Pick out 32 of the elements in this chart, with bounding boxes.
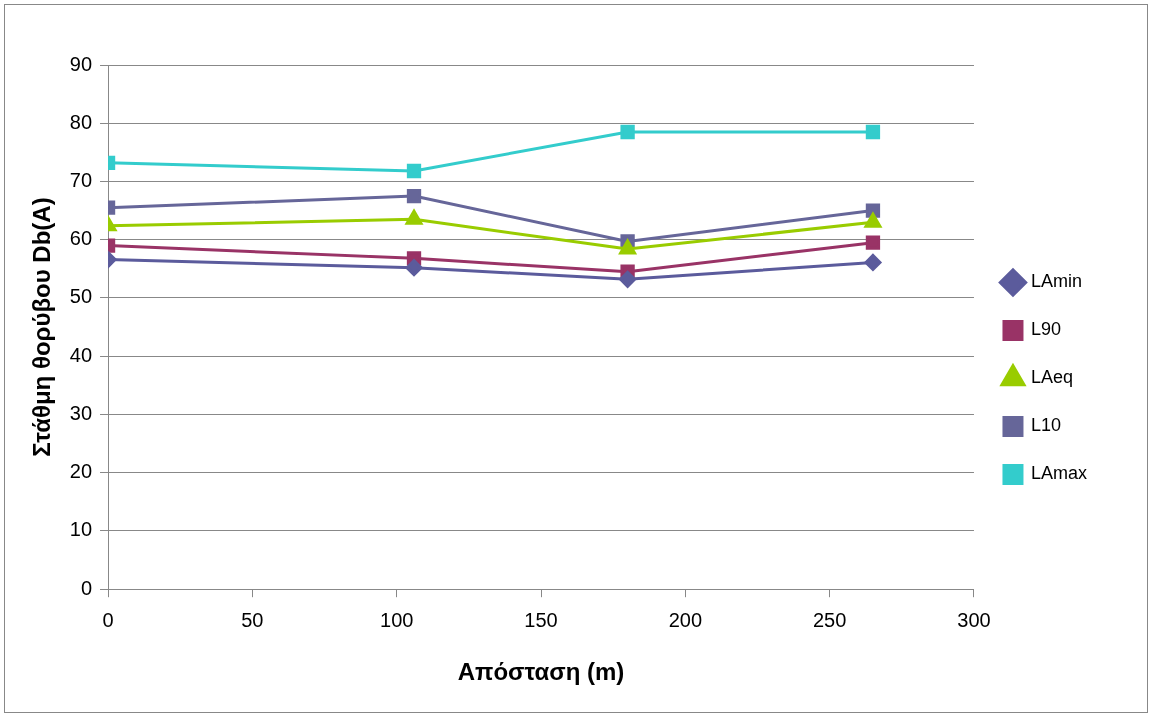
x-tick-label: 200 (668, 608, 703, 631)
legend-label: L10 (1030, 415, 1062, 436)
point (864, 253, 882, 271)
legend-label: LAmax (1030, 463, 1088, 484)
legend-label: LAmin (1030, 271, 1083, 292)
point (406, 163, 422, 179)
y-tick-label: 30 (69, 401, 93, 424)
x-tick-label: 0 (102, 608, 114, 631)
y-tick-label: 20 (69, 460, 93, 483)
point (619, 270, 637, 288)
x-tick-label: 100 (380, 608, 414, 631)
legend-label: LAeq (1030, 367, 1074, 388)
y-tick-label: 0 (80, 576, 93, 599)
y-tick-label: 60 (69, 227, 93, 250)
y-axis-title: Στάθμη θορύβου Db(A) (28, 197, 56, 457)
point (865, 124, 881, 140)
legend-label: L90 (1030, 319, 1062, 340)
point (620, 124, 635, 140)
x-tick-label: 50 (241, 608, 264, 631)
y-tick-label: 50 (69, 285, 93, 308)
y-tick-label: 90 (69, 52, 93, 75)
x-tick-label: 250 (812, 608, 847, 631)
point (406, 188, 422, 204)
x-tick-label: 150 (524, 608, 558, 631)
y-tick-label: 70 (69, 169, 93, 191)
point (865, 235, 881, 250)
y-tick-label: 80 (69, 110, 93, 133)
y-tick-label: 40 (69, 343, 93, 366)
y-tick-label: 10 (69, 518, 93, 541)
x-axis-title: Απόσταση (m) (457, 658, 625, 686)
x-tick-label: 300 (957, 608, 991, 631)
point (405, 259, 423, 277)
